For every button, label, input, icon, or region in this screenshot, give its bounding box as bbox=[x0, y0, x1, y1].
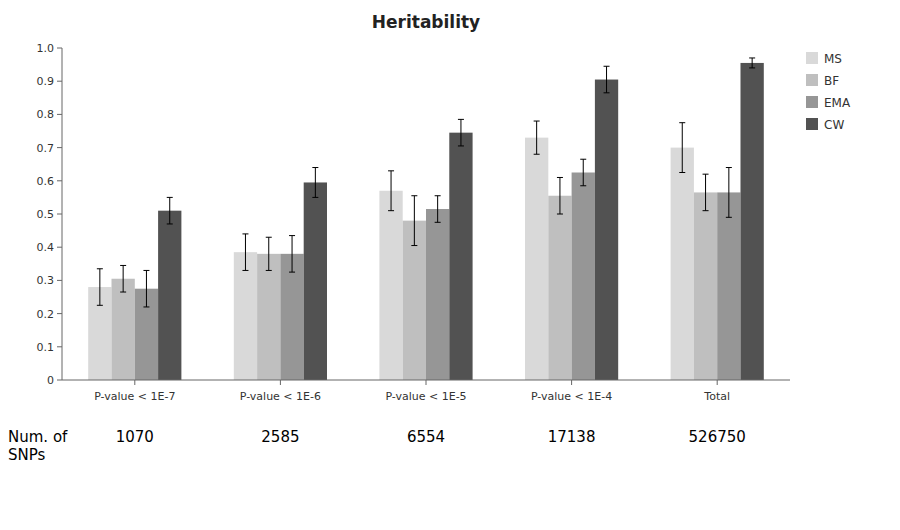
error-bar bbox=[242, 234, 248, 271]
x-tick bbox=[571, 380, 572, 385]
y-tick bbox=[57, 114, 62, 115]
snp-row: Num. ofSNPs 1070 2585 6554 17138 526750 bbox=[8, 428, 746, 464]
error-bar bbox=[557, 177, 563, 214]
y-tick bbox=[57, 247, 62, 248]
legend-label: EMA bbox=[824, 96, 851, 110]
error-bar bbox=[534, 121, 540, 154]
snp-count: 6554 bbox=[407, 428, 445, 446]
x-tick bbox=[426, 380, 427, 385]
y-tick bbox=[57, 147, 62, 148]
error-bar bbox=[580, 159, 586, 186]
bar bbox=[595, 80, 618, 380]
y-tick bbox=[57, 81, 62, 82]
legend-swatch bbox=[806, 96, 818, 108]
legend-swatch bbox=[806, 118, 818, 130]
bar bbox=[379, 191, 402, 380]
error-bar bbox=[266, 237, 272, 270]
bar bbox=[257, 254, 280, 380]
x-tick-label: P-value < 1E-7 bbox=[94, 390, 175, 403]
legend-label: MS bbox=[824, 52, 842, 66]
bar bbox=[572, 173, 595, 381]
y-tick-label: 0.5 bbox=[37, 208, 55, 221]
x-axis: P-value < 1E-7 P-value < 1E-6 P-value < 1E… bbox=[62, 380, 790, 403]
title: Heritability bbox=[372, 12, 480, 32]
error-bar bbox=[289, 236, 295, 273]
y-tick bbox=[57, 280, 62, 281]
y-tick bbox=[57, 48, 62, 49]
y-tick-label: 0 bbox=[47, 374, 54, 387]
bar bbox=[548, 196, 571, 380]
y-tick-label: 0.2 bbox=[37, 308, 55, 321]
bar bbox=[112, 279, 135, 380]
bar bbox=[304, 182, 327, 380]
chart: Heritability 0 0.1 0.2 0.3 0.4 0.5 0.6 0.7 0.8 0.9… bbox=[0, 0, 900, 530]
y-axis: 0 0.1 0.2 0.3 0.4 0.5 0.6 0.7 0.8 0.9 1.0 bbox=[37, 42, 63, 387]
bar bbox=[694, 192, 717, 380]
snp-count: 17138 bbox=[548, 428, 596, 446]
error-bar bbox=[97, 269, 103, 306]
y-tick-label: 0.1 bbox=[37, 341, 55, 354]
bar bbox=[234, 252, 257, 380]
y-axis-line bbox=[62, 48, 63, 380]
error-bar bbox=[679, 123, 685, 173]
error-bar bbox=[435, 196, 441, 223]
snp-count: 1070 bbox=[116, 428, 154, 446]
bar bbox=[717, 192, 740, 380]
y-tick-label: 0.3 bbox=[37, 274, 55, 287]
error-bar bbox=[388, 171, 394, 211]
snp-count: 526750 bbox=[689, 428, 746, 446]
bar bbox=[426, 209, 449, 380]
x-tick bbox=[280, 380, 281, 385]
error-bar bbox=[411, 196, 417, 246]
y-tick bbox=[57, 346, 62, 347]
legend: MS BF EMA CW bbox=[806, 52, 851, 132]
error-bar bbox=[703, 174, 709, 211]
error-bar bbox=[726, 168, 732, 218]
error-bar bbox=[312, 168, 318, 198]
bar bbox=[158, 211, 181, 380]
snp-count: 2585 bbox=[261, 428, 299, 446]
snp-label: Num. ofSNPs bbox=[8, 428, 68, 464]
legend-swatch bbox=[806, 74, 818, 86]
bar bbox=[525, 138, 548, 380]
bars bbox=[88, 58, 764, 380]
y-tick bbox=[57, 380, 62, 381]
y-tick bbox=[57, 313, 62, 314]
x-tick-label: P-value < 1E-5 bbox=[385, 390, 466, 403]
bar bbox=[740, 63, 763, 380]
x-tick-label: P-value < 1E-6 bbox=[240, 390, 321, 403]
error-bar bbox=[167, 197, 173, 224]
error-bar bbox=[749, 58, 755, 68]
bar bbox=[449, 133, 472, 380]
bar bbox=[671, 148, 694, 380]
y-tick-label: 0.4 bbox=[37, 241, 55, 254]
y-tick bbox=[57, 180, 62, 181]
legend-swatch bbox=[806, 52, 818, 64]
y-tick-label: 0.9 bbox=[37, 75, 55, 88]
error-bar bbox=[143, 270, 149, 307]
y-tick-label: 0.6 bbox=[37, 175, 55, 188]
error-bar bbox=[120, 265, 126, 292]
x-tick bbox=[717, 380, 718, 385]
x-tick bbox=[134, 380, 135, 385]
x-tick-label: P-value < 1E-4 bbox=[531, 390, 612, 403]
bar bbox=[280, 254, 303, 380]
legend-label: BF bbox=[824, 74, 839, 88]
y-tick-label: 1.0 bbox=[37, 42, 55, 55]
y-tick bbox=[57, 214, 62, 215]
y-tick-label: 0.7 bbox=[37, 142, 55, 155]
legend-label: CW bbox=[824, 118, 844, 132]
y-tick-label: 0.8 bbox=[37, 108, 55, 121]
error-bar bbox=[458, 119, 464, 146]
x-tick-label: Total bbox=[703, 390, 730, 403]
error-bar bbox=[604, 66, 610, 93]
